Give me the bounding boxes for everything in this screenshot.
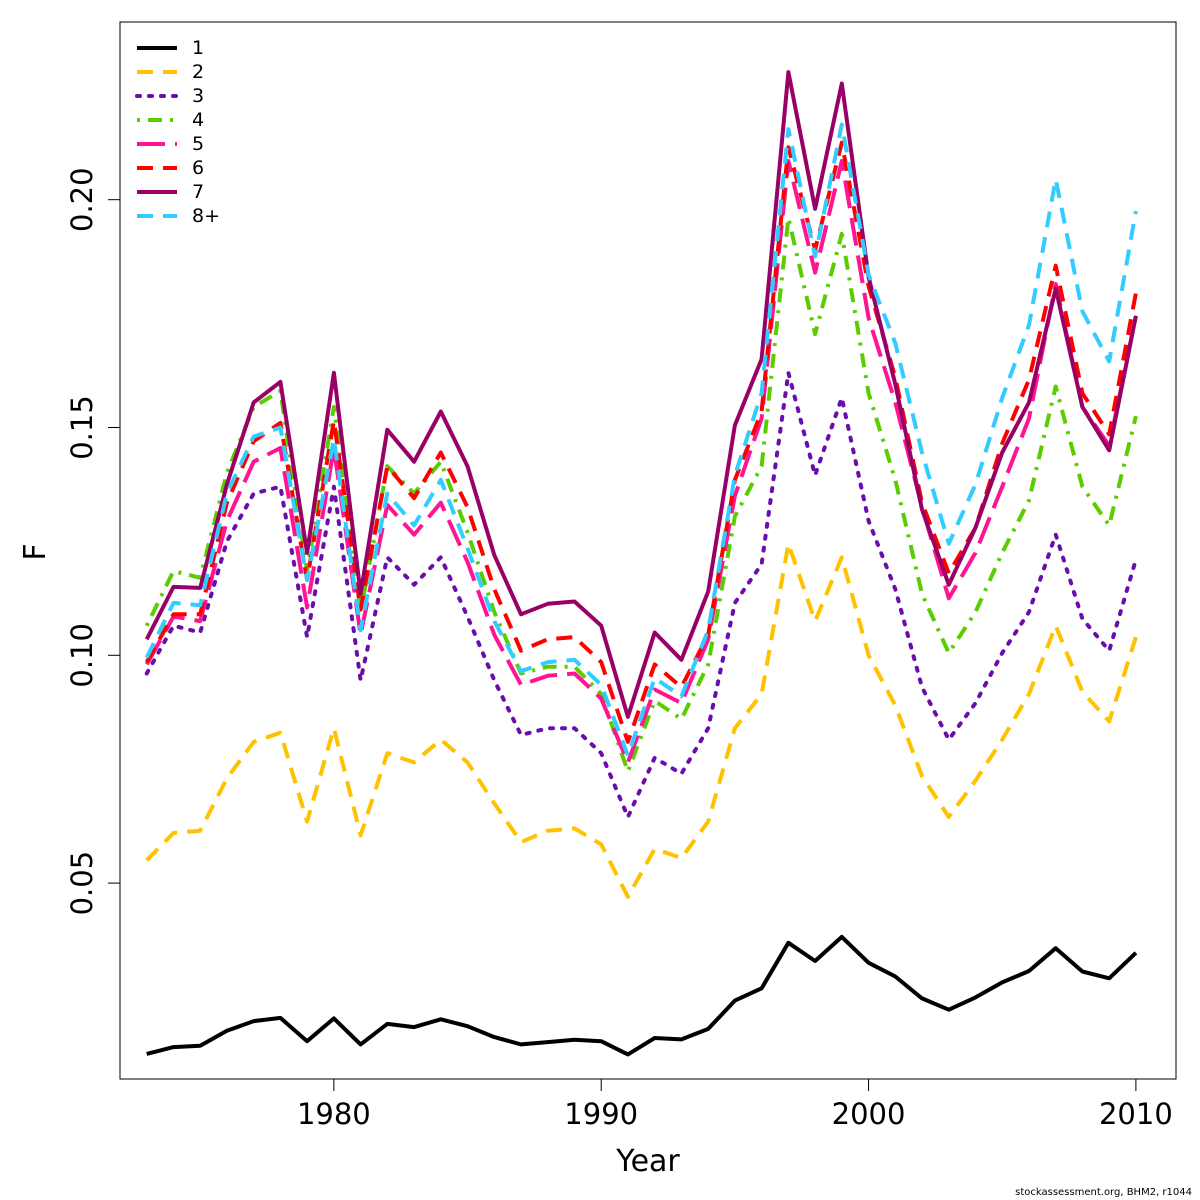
series-line-2 <box>145 541 1138 899</box>
legend-label: 2 <box>192 61 204 83</box>
legend-label: 7 <box>192 181 204 203</box>
legend-label: 4 <box>192 109 204 131</box>
series-line-1 <box>146 934 1138 1057</box>
series-line-5 <box>144 159 1138 765</box>
series-layer <box>144 70 1138 1057</box>
x-tick-label: 2010 <box>1099 1097 1173 1131</box>
y-tick-label: 0.05 <box>65 851 99 916</box>
series-line-8plus <box>144 122 1138 758</box>
plot-frame <box>119 21 1177 1080</box>
legend-label: 5 <box>192 133 204 155</box>
y-axis: 0.05 0.10 0.15 0.20 <box>65 167 120 915</box>
legend-label: 6 <box>192 157 204 179</box>
x-axis-label: Year <box>615 1144 680 1179</box>
y-tick-label: 0.15 <box>65 395 99 460</box>
y-tick-label: 0.20 <box>65 167 99 232</box>
x-axis: 1980 1990 2000 2010 <box>297 1079 1173 1131</box>
series-line-7 <box>144 70 1138 719</box>
footer-credit: stockassessment.org, BHM2, r1044 <box>1015 1187 1192 1198</box>
legend-label: 1 <box>192 37 204 59</box>
legend-label: 3 <box>192 85 204 107</box>
series-line-4 <box>144 215 1138 774</box>
legend-label: 8+ <box>192 205 220 227</box>
x-tick-label: 2000 <box>832 1097 906 1131</box>
y-tick-label: 0.10 <box>65 623 99 688</box>
x-tick-label: 1980 <box>297 1097 371 1131</box>
x-tick-label: 1990 <box>564 1097 638 1131</box>
y-axis-label: F <box>18 543 53 560</box>
